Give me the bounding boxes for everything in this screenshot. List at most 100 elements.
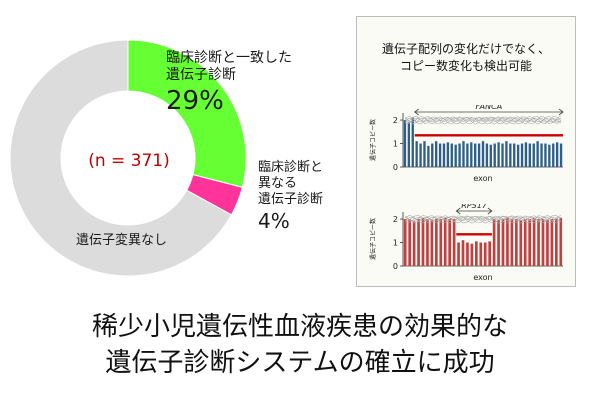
cn1-bar xyxy=(477,143,481,167)
cn1-bar xyxy=(520,143,524,167)
cn1-bar xyxy=(489,144,492,167)
cn1-bar xyxy=(466,143,469,167)
cn2-bar xyxy=(492,219,496,266)
label-no-variant: 遺伝子変異なし xyxy=(76,233,167,249)
cn1-ytick-0: 0 xyxy=(393,163,398,172)
cn2-bar xyxy=(528,219,531,266)
caption-line1: 稀少小児遺伝性血液疾患の効果的な xyxy=(91,312,508,342)
cn2-reference-trace xyxy=(405,215,561,224)
cn1-bar xyxy=(442,143,446,167)
cn1-ytick-2: 2 xyxy=(393,116,398,125)
cn1-bar xyxy=(470,142,473,167)
cn2-bar xyxy=(408,219,411,266)
label-matched-percent: 29% xyxy=(166,86,224,117)
cn2-bar xyxy=(448,219,451,266)
cn2-bar xyxy=(443,217,447,266)
cn1-bar xyxy=(423,141,426,167)
cn1-bar xyxy=(544,143,547,167)
cn1-bar xyxy=(474,143,477,167)
cn2-xlabel: exon xyxy=(473,273,492,282)
cn1-bar xyxy=(528,143,531,167)
cn2-bar xyxy=(541,219,545,266)
panel-title: 遺伝子配列の変化だけでなく、 コピー数変化も検出可能 xyxy=(357,41,575,75)
label-matched-diagnosis: 臨床診断と一致した 遺伝子診断 29% xyxy=(166,50,292,118)
sample-size-label: (n = 371) xyxy=(88,151,170,171)
cn1-reference-trace xyxy=(404,116,562,125)
copy-number-panel: 遺伝子配列の変化だけでなく、 コピー数変化も検出可能 遺伝子コピー数 0 1 2 FAN… xyxy=(356,16,576,287)
cn2-reference-trace xyxy=(405,215,561,224)
cn2-bar xyxy=(439,219,443,266)
cn2-bar xyxy=(501,219,505,266)
copy-number-chart-fanca: 遺伝子コピー数 0 1 2 FANCA exon xyxy=(369,105,564,183)
cn1-bar xyxy=(403,120,407,167)
cn2-bar xyxy=(532,217,536,266)
page-caption: 稀少小児遺伝性血液疾患の効果的な 遺伝子診断システムの確立に成功 xyxy=(0,309,600,381)
cn2-bar xyxy=(403,219,407,266)
cn2-bar xyxy=(546,220,549,266)
cn2-ylabel: 遺伝子コピー数 xyxy=(369,218,377,260)
cn1-ytick-1: 1 xyxy=(393,140,398,149)
cn2-bar xyxy=(417,219,420,266)
cn1-bar xyxy=(524,142,528,167)
cn1-bar xyxy=(431,143,434,167)
cn1-gene-label: FANCA xyxy=(476,105,503,111)
cn1-bar xyxy=(552,143,555,167)
label-different-line3: 遺伝子診断 xyxy=(258,191,324,207)
cn1-reference-trace xyxy=(404,115,562,125)
cn2-bar xyxy=(537,219,540,266)
cn1-bar xyxy=(415,141,418,167)
label-different-line2: 異なる xyxy=(258,175,298,191)
cn2-bar xyxy=(435,219,438,266)
cn1-bar xyxy=(513,143,516,167)
cn1-bar xyxy=(493,143,496,167)
cn2-bar xyxy=(421,217,425,266)
cn1-bar xyxy=(438,143,442,167)
cn2-bar xyxy=(506,217,509,266)
cn2-bar xyxy=(430,220,434,266)
cn1-bar xyxy=(516,144,520,167)
cn1-gene-span-arrow xyxy=(414,108,564,116)
donut-chart xyxy=(9,39,247,277)
cn2-bar xyxy=(483,242,487,266)
cn2-bar xyxy=(479,242,483,266)
cn2-bar xyxy=(452,219,456,266)
cn1-bar xyxy=(411,117,414,167)
cn1-bar xyxy=(446,142,450,167)
panel-title-line1: 遺伝子配列の変化だけでなく、 xyxy=(381,42,550,56)
cn1-reference-trace xyxy=(404,116,562,125)
label-matched-line1: 臨床診断と一致した xyxy=(166,50,292,66)
cn1-bar xyxy=(505,141,508,167)
cn2-bar xyxy=(497,220,500,266)
cn1-bar xyxy=(427,145,430,167)
label-different-line1: 臨床診断と xyxy=(258,160,324,175)
cn2-bar xyxy=(559,217,563,266)
cn2-bar xyxy=(515,219,518,266)
copy-number-chart-rps17: 遺伝子コピー数 0 1 2 RPS17 exon xyxy=(369,204,563,282)
cn1-xlabel: exon xyxy=(473,174,492,183)
cn1-bar xyxy=(458,143,461,167)
cn1-bar xyxy=(540,143,543,167)
cn2-bar xyxy=(475,241,478,266)
cn1-bar xyxy=(419,143,422,167)
label-different-diagnosis: 臨床診断と 異なる 遺伝子診断 4% xyxy=(258,160,323,233)
cn1-bar xyxy=(497,142,500,167)
label-different-percent: 4% xyxy=(258,208,290,233)
cn2-bar xyxy=(519,220,523,266)
donut-slice-2 xyxy=(9,39,233,277)
cn1-bar xyxy=(501,143,504,167)
cn2-bar xyxy=(488,241,491,266)
cn1-bar xyxy=(481,141,485,167)
panel-title-line2: コピー数変化も検出可能 xyxy=(399,59,532,73)
cn1-bar xyxy=(548,144,551,167)
cn2-ytick-2: 2 xyxy=(393,215,398,224)
cn1-bar xyxy=(559,143,563,167)
cn2-ytick-0: 0 xyxy=(393,262,398,271)
cn1-bar xyxy=(485,143,489,167)
cn2-bar xyxy=(523,219,527,266)
cn1-ylabel: 遺伝子コピー数 xyxy=(369,119,377,161)
cn2-gene-span-arrow xyxy=(455,207,493,215)
cn2-bar xyxy=(461,240,465,266)
label-matched-line2: 遺伝子診断 xyxy=(166,67,236,84)
cn2-gene-label: RPS17 xyxy=(461,204,488,210)
label-no-variant-text: 遺伝子変異なし xyxy=(76,233,168,248)
